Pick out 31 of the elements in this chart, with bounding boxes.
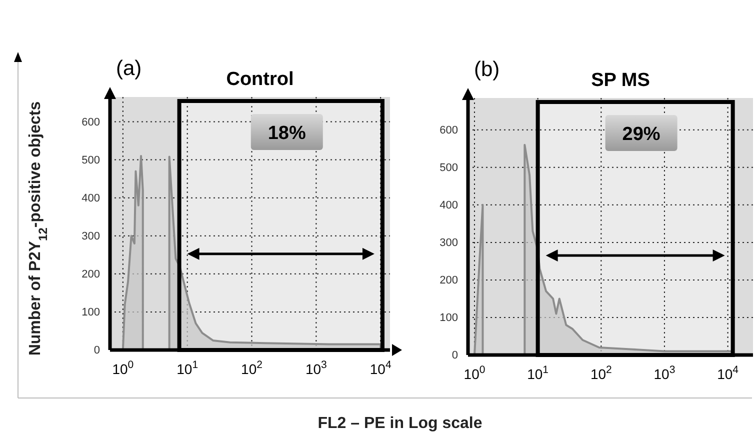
y-tick-label: 100 [440,312,458,324]
text: (a) [116,57,142,80]
x-tick-label: 10$^{2}$ [241,359,263,377]
y-tick-label: 400 [440,199,458,212]
chart-title: Control [226,69,294,90]
y-tick-label: 300 [82,230,100,242]
chart-title: SP MS [591,70,650,91]
x-tick-label: 10$^{0}$ [112,359,134,377]
band-label: 29% [622,124,660,145]
x-tick-label: 10$^{4}$ [370,359,392,377]
x-axis-title: FL2 – PE in Log scale [318,415,482,432]
x-tick-label: 10$^{1}$ [527,364,549,382]
x-tick-label: 10$^{3}$ [305,359,328,377]
x-tick-label: 10$^{3}$ [654,364,676,382]
y-tick-label: 600 [82,116,100,128]
y-tick-label: 100 [82,306,100,318]
y-tick-label: 200 [440,274,458,286]
y-tick-label: 0 [94,344,100,357]
y-tick-label: 200 [82,268,100,280]
y-tick-label: 500 [82,154,100,166]
y-tick-label: 300 [440,236,458,249]
y-tick-label: 0 [452,350,458,362]
text: (b) [474,58,500,81]
y-tick-label: 400 [82,192,100,204]
x-tick-label: 10$^{1}$ [176,359,198,377]
x-tick-label: 10$^{2}$ [590,364,612,382]
x-tick-label: 10$^{4}$ [717,364,739,382]
x-tick-label: 10$^{0}$ [464,364,486,382]
y-tick-label: 600 [440,124,458,136]
band-label: 18% [268,123,306,144]
y-tick-label: 500 [440,162,458,174]
